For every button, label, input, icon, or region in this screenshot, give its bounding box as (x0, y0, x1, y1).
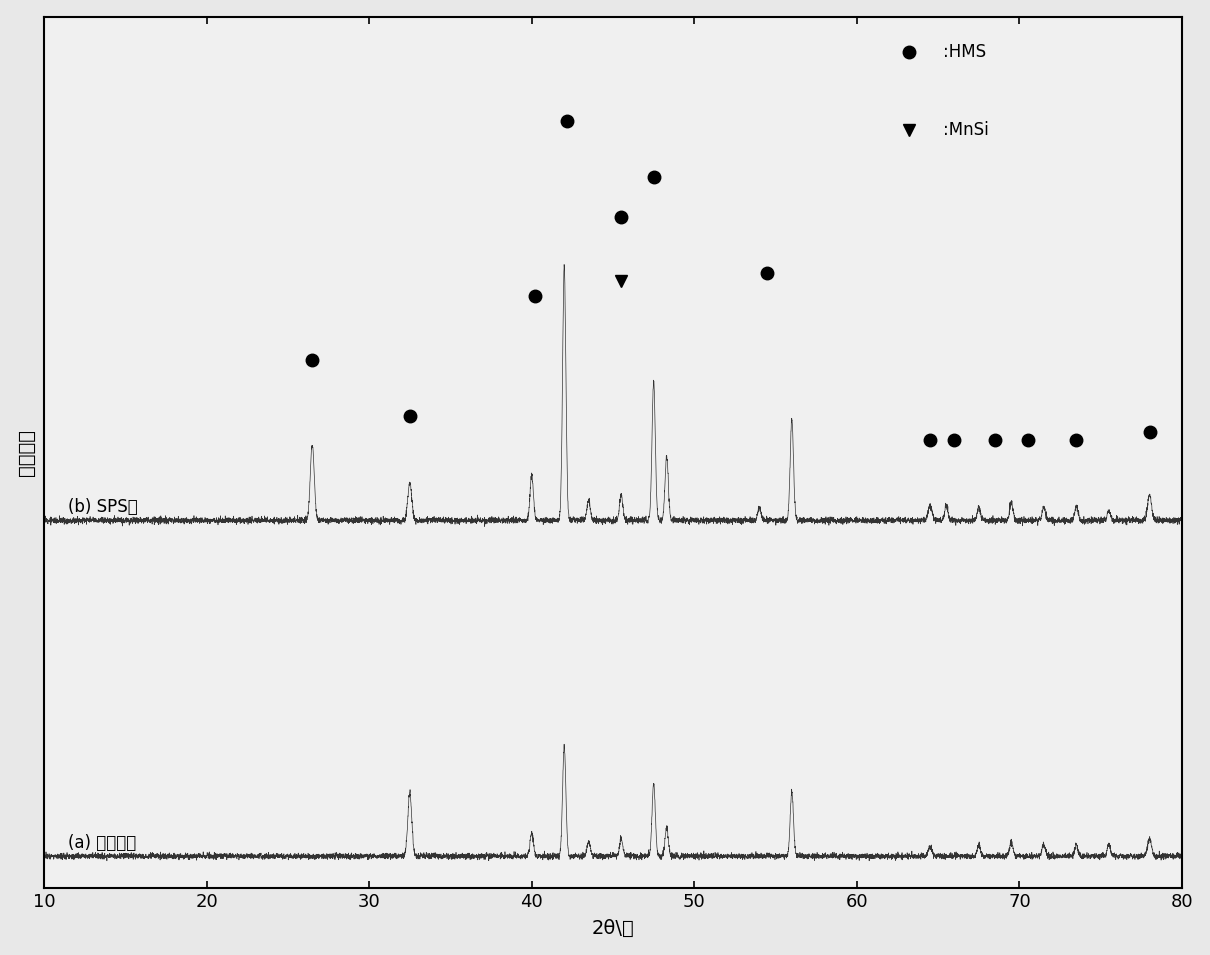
Text: (a) 固相反应: (a) 固相反应 (69, 834, 137, 852)
Text: (b) SPS后: (b) SPS后 (69, 499, 138, 517)
X-axis label: 2θ\度: 2θ\度 (592, 920, 634, 939)
Text: :MnSi: :MnSi (943, 121, 989, 139)
Text: :HMS: :HMS (943, 43, 986, 60)
Y-axis label: 相对强度: 相对强度 (17, 429, 35, 476)
